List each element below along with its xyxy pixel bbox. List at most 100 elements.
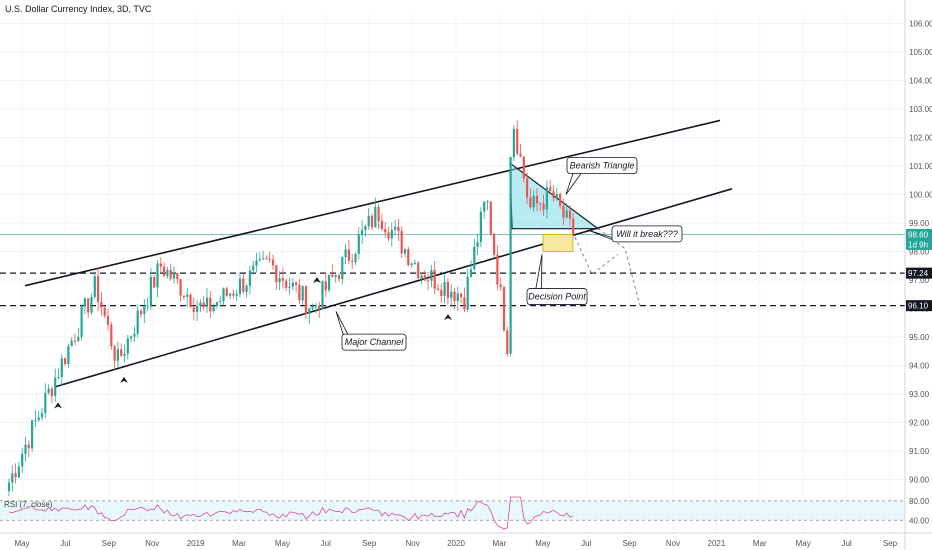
candle-body: [522, 156, 525, 179]
candle-body: [483, 201, 486, 212]
y-tick-label: 101.00: [909, 162, 932, 171]
candle-body: [311, 306, 314, 309]
y-tick-label: 92.00: [909, 418, 930, 427]
candle-body: [252, 265, 255, 271]
pivot-arrow-icon: [120, 376, 128, 383]
pivot-arrow-icon: [444, 314, 452, 321]
price-tag-box: [906, 238, 932, 250]
candle-body: [568, 210, 572, 219]
candle-body: [83, 298, 86, 307]
candle-body: [344, 249, 347, 258]
callout-will-it-break: Will it break???: [587, 225, 683, 243]
x-tick-label: May: [535, 539, 550, 548]
candle-body: [337, 275, 341, 280]
candle-body: [70, 340, 73, 347]
candle-body: [50, 388, 53, 396]
y-tick-label: 95.00: [909, 333, 930, 342]
candle-body: [430, 269, 433, 281]
price-tag: 97.24: [906, 267, 932, 279]
candle-body: [235, 293, 238, 296]
candle-body: [67, 346, 70, 365]
candle-body: [242, 278, 245, 292]
candle-body: [265, 258, 268, 260]
candle-body: [341, 257, 344, 280]
candle-body: [314, 305, 317, 307]
candle-body: [90, 296, 93, 313]
candle-body: [176, 272, 179, 280]
candle-body: [420, 275, 423, 279]
y-tick-label: 102.00: [909, 134, 932, 143]
x-tick-label: Jul: [321, 539, 331, 548]
x-tick-label: Nov: [666, 539, 680, 548]
candle-body: [100, 301, 103, 308]
candle-body: [229, 293, 232, 296]
candle-body: [199, 302, 202, 307]
candle-body: [202, 302, 205, 307]
candle-body: [453, 291, 456, 302]
candle-body: [37, 417, 40, 421]
callout-text: Bearish Triangle: [570, 160, 635, 170]
candle-body: [456, 293, 459, 302]
price-tag: 96.10: [906, 300, 932, 312]
candle-body: [423, 275, 426, 281]
candle-body: [364, 226, 367, 231]
candle-body: [489, 201, 492, 234]
candle-body: [153, 277, 156, 288]
x-tick-label: 2021: [708, 539, 726, 548]
candle-body: [57, 376, 60, 378]
x-tick-label: Sep: [883, 539, 898, 548]
candle-body: [397, 226, 400, 232]
candle-body: [11, 473, 14, 483]
x-tick-label: Sep: [622, 539, 637, 548]
candle-body: [106, 315, 110, 325]
candle-body: [285, 280, 288, 288]
callout-text: Will it break???: [616, 229, 677, 239]
candle-body: [499, 284, 502, 288]
x-tick-label: 2019: [187, 539, 205, 548]
candle-body: [222, 288, 225, 302]
candle-body: [40, 413, 44, 418]
candle-body: [271, 259, 275, 266]
candle-body: [496, 254, 499, 285]
price-tag: 1d 9h: [906, 238, 932, 250]
y-tick-label: 99.00: [909, 219, 930, 228]
candle-body: [529, 197, 532, 208]
candle-body: [545, 187, 548, 210]
candle-body: [17, 466, 20, 478]
candle-body: [384, 228, 387, 233]
y-tick-label: 90.00: [909, 475, 930, 484]
candle-body: [390, 229, 393, 239]
candle-body: [255, 260, 258, 266]
candle-body: [268, 258, 271, 260]
candle-body: [446, 282, 449, 298]
candle-body: [559, 193, 562, 206]
candle-body: [172, 272, 176, 279]
candle-body: [552, 191, 555, 199]
candle-body: [304, 286, 308, 314]
candle-body: [139, 310, 143, 314]
candle-body: [186, 294, 189, 297]
candle-body: [377, 207, 380, 222]
x-tick-label: Sep: [102, 539, 117, 548]
x-tick-label: Mar: [232, 539, 246, 548]
x-tick-label: May: [796, 539, 811, 548]
candle-body: [156, 263, 159, 288]
callout-text: Decision Point: [528, 292, 586, 302]
candle-body: [535, 195, 539, 204]
candle-body: [64, 358, 67, 365]
candle-body: [387, 232, 390, 239]
candle-body: [450, 291, 453, 298]
candle-body: [196, 306, 199, 312]
candle-body: [473, 246, 476, 270]
candle-body: [476, 241, 479, 247]
candle-body: [512, 128, 515, 157]
candle-body: [549, 187, 552, 192]
callout-text: Major Channel: [345, 337, 405, 347]
candle-body: [403, 249, 407, 254]
price-tag-box: [906, 267, 932, 279]
rsi-line: [8, 496, 574, 530]
candle-body: [486, 201, 489, 203]
candle-body: [532, 195, 535, 208]
